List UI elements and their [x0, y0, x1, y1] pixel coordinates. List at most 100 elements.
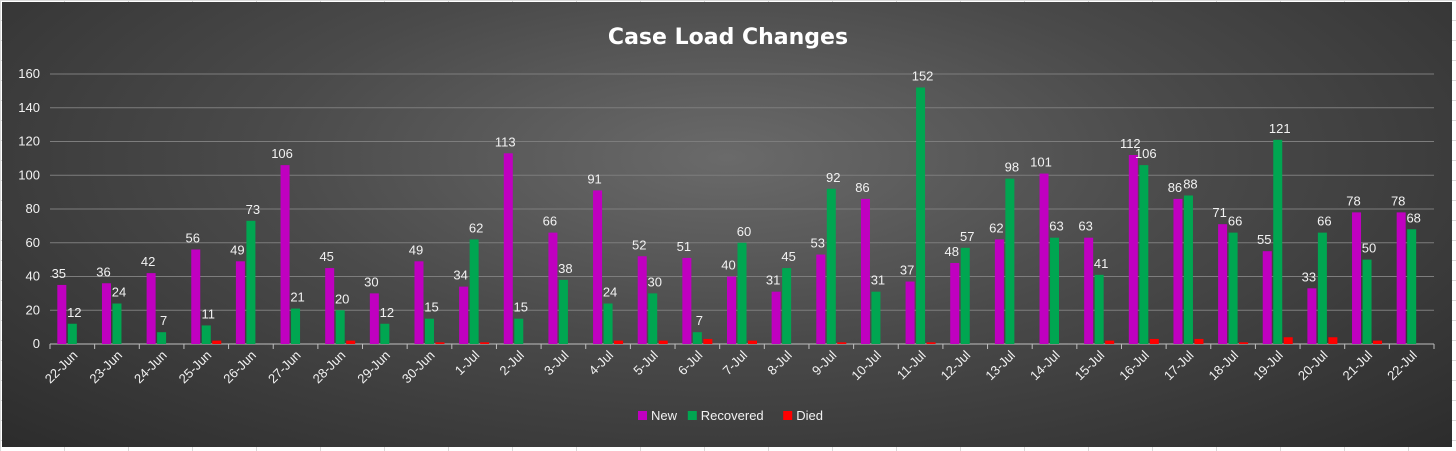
x-tick-label: 14-Jul: [1027, 347, 1063, 383]
bar-new[interactable]: [727, 276, 736, 345]
bar-died[interactable]: [212, 340, 222, 344]
bar-died[interactable]: [1194, 338, 1204, 344]
bar-recovered[interactable]: [692, 332, 702, 344]
bar-recovered[interactable]: [826, 188, 836, 344]
bar-recovered[interactable]: [1362, 259, 1372, 344]
bar-recovered[interactable]: [514, 318, 524, 344]
bar-new[interactable]: [503, 153, 513, 344]
bar-new[interactable]: [57, 284, 67, 344]
bar-new[interactable]: [146, 273, 156, 344]
bar-recovered[interactable]: [603, 303, 613, 345]
bar-new[interactable]: [1396, 212, 1406, 344]
bar-recovered[interactable]: [335, 310, 345, 344]
bar-recovered[interactable]: [291, 308, 301, 344]
bar-new[interactable]: [1352, 212, 1362, 344]
bar-recovered[interactable]: [246, 220, 256, 344]
bar-died[interactable]: [346, 340, 356, 344]
bar-new[interactable]: [816, 254, 826, 344]
bar-new[interactable]: [1128, 155, 1138, 344]
bar-new[interactable]: [905, 281, 915, 344]
bar-recovered[interactable]: [67, 323, 77, 344]
data-label-recovered: 21: [290, 290, 304, 305]
bar-died[interactable]: [1328, 337, 1338, 344]
bar-recovered[interactable]: [960, 247, 970, 344]
bar-new[interactable]: [414, 261, 424, 344]
bar-new[interactable]: [771, 291, 781, 344]
bar-new[interactable]: [1262, 251, 1272, 344]
x-tick-label: 1-Jul: [452, 347, 483, 378]
data-label-recovered: 121: [1269, 121, 1291, 136]
bar-recovered[interactable]: [648, 293, 658, 344]
bar-recovered[interactable]: [424, 318, 434, 344]
data-label-recovered: 92: [826, 170, 840, 185]
bar-recovered[interactable]: [558, 279, 568, 344]
bar-died[interactable]: [658, 340, 668, 344]
bar-new[interactable]: [860, 198, 870, 344]
bar-recovered[interactable]: [737, 242, 747, 344]
bar-recovered[interactable]: [201, 325, 211, 344]
bar-died[interactable]: [1283, 337, 1293, 344]
bar-recovered[interactable]: [112, 303, 122, 345]
bar-new[interactable]: [950, 263, 960, 344]
bar-recovered[interactable]: [1005, 178, 1015, 344]
bar-new[interactable]: [369, 293, 379, 344]
bar-new[interactable]: [191, 249, 201, 345]
bar-new[interactable]: [682, 257, 692, 344]
bar-died[interactable]: [614, 340, 624, 344]
bar-died[interactable]: [837, 342, 847, 344]
bar-recovered[interactable]: [1050, 237, 1060, 344]
bar-new[interactable]: [459, 286, 469, 344]
bar-died[interactable]: [926, 342, 936, 344]
bar-died[interactable]: [1373, 340, 1383, 344]
bar-new[interactable]: [1307, 288, 1317, 344]
bar-new[interactable]: [101, 283, 111, 344]
bar-died[interactable]: [480, 342, 490, 344]
bar-died[interactable]: [1239, 342, 1249, 344]
bar-recovered[interactable]: [1407, 229, 1417, 344]
data-label-new: 49: [230, 242, 244, 257]
bar-new[interactable]: [593, 190, 603, 344]
bar-new[interactable]: [1218, 224, 1228, 344]
bar-new[interactable]: [548, 232, 558, 344]
y-tick-label: 60: [26, 235, 40, 250]
bar-new[interactable]: [994, 239, 1004, 344]
data-label-recovered: 98: [1005, 160, 1019, 175]
bar-new[interactable]: [280, 165, 290, 344]
legend-label-recovered: Recovered: [701, 408, 764, 423]
bar-recovered[interactable]: [157, 332, 167, 344]
bar-new[interactable]: [325, 268, 335, 344]
bar-died[interactable]: [1105, 340, 1115, 344]
data-label-recovered: 62: [469, 220, 483, 235]
data-label-recovered: 11: [202, 306, 216, 321]
bar-new[interactable]: [1084, 237, 1094, 344]
data-label-recovered: 24: [112, 285, 126, 300]
bar-died[interactable]: [703, 338, 713, 344]
bar-recovered[interactable]: [1228, 232, 1238, 344]
bar-died[interactable]: [748, 340, 757, 344]
bar-recovered[interactable]: [469, 239, 479, 344]
bar-recovered[interactable]: [871, 291, 881, 344]
legend-label-died: Died: [796, 408, 823, 423]
bar-recovered[interactable]: [1183, 195, 1193, 345]
bar-new[interactable]: [1173, 198, 1183, 344]
x-tick-label: 7-Jul: [720, 347, 751, 378]
bar-new[interactable]: [637, 256, 647, 344]
bar-recovered[interactable]: [1139, 165, 1149, 344]
bar-recovered[interactable]: [782, 268, 792, 344]
x-tick-label: 29-Jun: [354, 348, 393, 387]
y-tick-label: 40: [26, 269, 40, 284]
data-label-recovered: 106: [1135, 146, 1157, 161]
bar-new[interactable]: [1039, 173, 1049, 344]
data-label-new: 31: [766, 273, 780, 288]
bar-recovered[interactable]: [916, 87, 926, 345]
data-label-recovered: 88: [1183, 177, 1197, 192]
bar-died[interactable]: [435, 342, 445, 344]
bar-died[interactable]: [1149, 338, 1159, 344]
bar-recovered[interactable]: [1094, 274, 1104, 344]
bar-recovered[interactable]: [1273, 139, 1283, 344]
bar-recovered[interactable]: [380, 323, 390, 344]
legend-swatch-recovered: [687, 411, 697, 420]
bar-new[interactable]: [235, 261, 245, 344]
bar-recovered[interactable]: [1317, 232, 1327, 344]
